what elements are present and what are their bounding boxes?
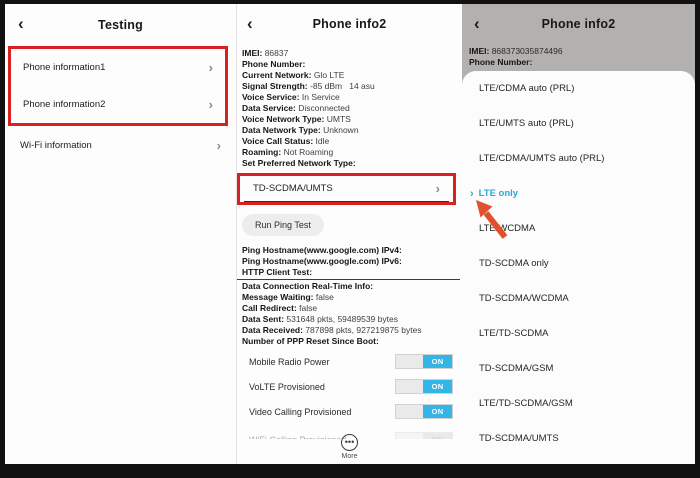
info-line: Number of PPP Reset Since Boot: [242,336,379,346]
chevron-right-icon: › [208,97,213,112]
network-type-dropdown: LTE/CDMA auto (PRL) LTE/UMTS auto (PRL) … [462,71,695,464]
info-line: IMEI: 868373035874496 [469,46,563,56]
option-lte-cdma-umts-auto-prl[interactable]: LTE/CDMA/UMTS auto (PRL) [479,153,605,164]
more-label: More [341,453,358,460]
toggle-row-volte-provisioned: VoLTE Provisioned ON [237,374,462,399]
phone-info2-dropdown-screen: ‹ Phone info2 IMEI: 868373035874496 Phon… [462,4,695,464]
info-line: Data Received: 787898 pkts, 927219875 by… [242,325,422,335]
testing-header: ‹ Testing [5,4,236,46]
switch-state: ON [423,355,452,368]
phone-info2-header: ‹ Phone info2 [237,4,462,44]
testing-screen: ‹ Testing Phone information1 › Phone inf… [5,4,237,464]
phone-status-info: IMEI: 86837 Phone Number: Current Networ… [237,48,462,169]
list-item-label: Wi-Fi information [20,139,92,151]
more-button[interactable]: ••• More [237,434,462,460]
info-line: Ping Hostname(www.google.com) IPv4: [242,245,402,255]
toggle-row-video-calling-provisioned: Video Calling Provisioned ON [237,399,462,424]
option-td-scdma-only[interactable]: TD-SCDMA only [479,258,549,269]
phone-info2-screen: ‹ Phone info2 IMEI: 86837 Phone Number: … [237,4,462,464]
info-line: Phone Number: [242,59,306,69]
list-item-label: Phone information2 [23,99,106,110]
three-screen-composite: ‹ Testing Phone information1 › Phone inf… [5,4,695,464]
info-line: Phone Number: [469,57,533,67]
ping-test-info: Ping Hostname(www.google.com) IPv4: Ping… [237,245,462,278]
provisioning-toggles: Mobile Radio Power ON VoLTE Provisioned … [237,349,462,439]
toggle-label: Mobile Radio Power [249,356,330,367]
page-title: Phone info2 [541,17,616,31]
back-icon[interactable]: ‹ [247,14,253,33]
more-dots-icon: ••• [341,434,358,451]
back-icon[interactable]: ‹ [18,14,24,33]
info-line: Call Redirect: false [242,303,318,313]
spinner-value: TD-SCDMA/UMTS [253,183,333,194]
chevron-right-icon: › [216,137,221,153]
info-line: Voice Call Status: Idle [242,136,330,146]
chevron-right-icon: › [435,181,440,196]
option-lte-cdma-auto-prl[interactable]: LTE/CDMA auto (PRL) [479,83,575,94]
chevron-right-icon: › [208,60,213,75]
toggle-row-mobile-radio-power: Mobile Radio Power ON [237,349,462,374]
option-lte-only-selected[interactable]: › LTE only [470,187,519,200]
volte-provisioned-switch[interactable]: ON [395,379,453,394]
info-line: Message Waiting: false [242,292,334,302]
toggle-label: WiFi Calling Provisioned [249,435,347,440]
option-lte-td-scdma-gsm[interactable]: LTE/TD-SCDMA/GSM [479,398,573,409]
option-lte-td-scdma[interactable]: LTE/TD-SCDMA [479,328,549,339]
option-td-scdma-umts[interactable]: TD-SCDMA/UMTS [479,433,559,444]
info-line: Data Service: Disconnected [242,103,350,113]
info-line: Set Preferred Network Type: [242,158,356,168]
switch-state: ON [423,433,452,439]
toggle-label: VoLTE Provisioned [249,381,325,392]
list-item-label: Phone information1 [23,62,106,73]
info-line: Data Connection Real-Time Info: [242,281,374,291]
back-icon[interactable]: ‹ [474,14,480,33]
list-item-phone-information2[interactable]: Phone information2 › [11,86,225,123]
info-line: Voice Service: In Service [242,92,340,102]
option-td-scdma-gsm[interactable]: TD-SCDMA/GSM [479,363,554,374]
list-item-wifi-information[interactable]: Wi-Fi information › [5,126,236,164]
option-lte-wcdma[interactable]: LTE/WCDMA [479,223,536,234]
info-line: Signal Strength: -85 dBm 14 asu [242,81,375,91]
annotation-redbox-left: Phone information1 › Phone information2 … [8,46,228,126]
run-ping-test-button[interactable]: Run Ping Test [242,214,324,236]
option-td-scdma-wcdma[interactable]: TD-SCDMA/WCDMA [479,293,569,304]
info-line: Roaming: Not Roaming [242,147,334,157]
toggle-label: Video Calling Provisioned [249,406,352,417]
annotation-redbox-spinner: TD-SCDMA/UMTS › [237,173,456,205]
clipped-toggle-row: WiFi Calling Provisioned ON [237,427,462,439]
section-divider [237,279,460,280]
option-lte-umts-auto-prl[interactable]: LTE/UMTS auto (PRL) [479,118,574,129]
phone-info2-header: ‹ Phone info2 [462,4,695,44]
switch-state: ON [423,380,452,393]
data-connection-info: Data Connection Real-Time Info: Message … [237,281,462,347]
video-calling-provisioned-switch[interactable]: ON [395,404,453,419]
mobile-radio-power-switch[interactable]: ON [395,354,453,369]
switch-state: ON [423,405,452,418]
info-line: IMEI: 86837 [242,48,289,58]
list-item-phone-information1[interactable]: Phone information1 › [11,49,225,86]
info-line: Data Sent: 531648 pkts, 59489539 bytes [242,314,398,324]
page-title: Phone info2 [312,17,387,31]
info-line: Ping Hostname(www.google.com) IPv6: [242,256,402,266]
page-title: Testing [98,18,143,32]
phone-status-info: IMEI: 868373035874496 Phone Number: [462,46,695,68]
info-line: Data Network Type: Unknown [242,125,359,135]
toggle-row-wifi-calling-provisioned: WiFi Calling Provisioned ON [237,427,462,439]
preferred-network-type-spinner[interactable]: TD-SCDMA/UMTS › [244,176,449,202]
info-line: Voice Network Type: UMTS [242,114,351,124]
info-line: Current Network: Glo LTE [242,70,345,80]
wifi-calling-provisioned-switch[interactable]: ON [395,432,453,439]
selected-chevron-icon: › [470,187,474,200]
info-line: HTTP Client Test: [242,267,313,277]
